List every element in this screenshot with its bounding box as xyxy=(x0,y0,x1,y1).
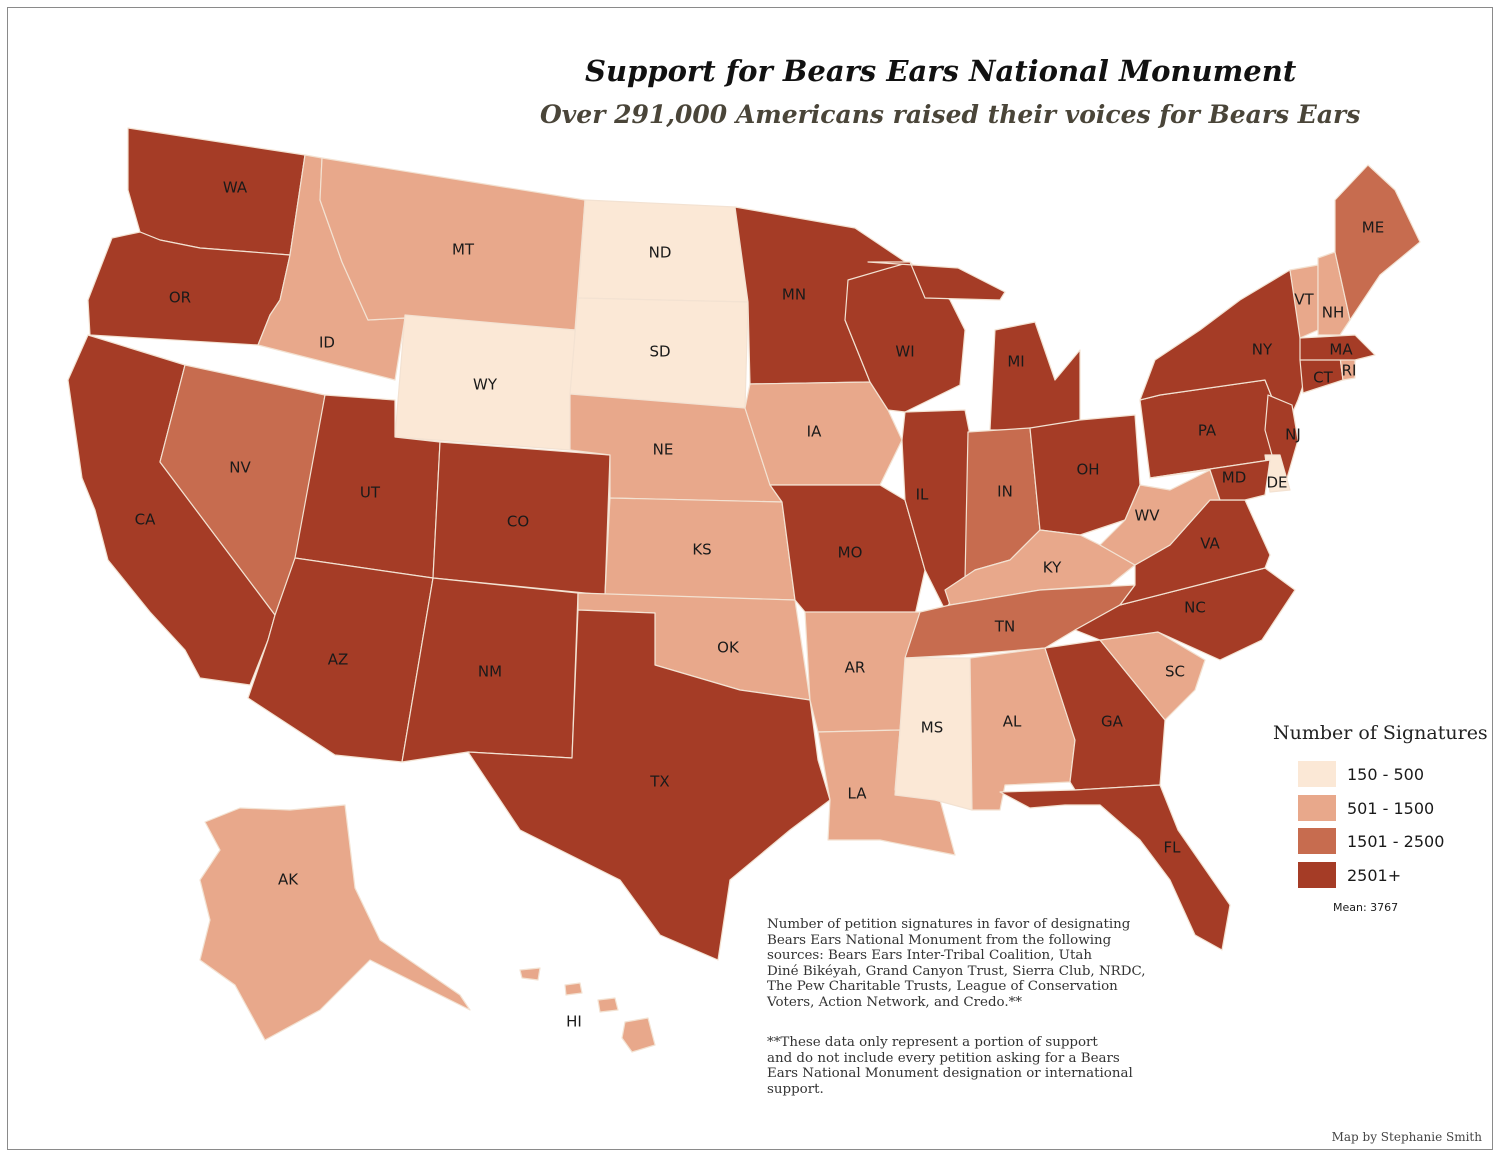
state-label-mo: MO xyxy=(838,544,863,562)
state-label-wv: WV xyxy=(1134,507,1160,525)
state-label-md: MD xyxy=(1222,469,1247,487)
map-credit: Map by Stephanie Smith xyxy=(1331,1130,1482,1144)
state-label-de: DE xyxy=(1266,474,1287,492)
state-label-ar: AR xyxy=(845,659,866,677)
state-label-sd: SD xyxy=(649,343,670,361)
map-title: Support for Bears Ears National Monument xyxy=(585,54,1297,88)
state-label-fl: FL xyxy=(1164,839,1182,857)
state-label-ca: CA xyxy=(135,511,156,529)
state-label-tn: TN xyxy=(994,618,1015,636)
disclaimer-note: **These data only represent a portion of… xyxy=(767,1035,1133,1097)
state-hi xyxy=(519,967,656,1053)
state-label-nd: ND xyxy=(649,244,672,262)
state-label-wa: WA xyxy=(223,179,248,197)
state-label-az: AZ xyxy=(328,651,349,669)
state-label-in: IN xyxy=(997,483,1013,501)
state-label-ri: RI xyxy=(1342,362,1357,380)
legend-swatch-0 xyxy=(1298,761,1336,787)
state-label-ut: UT xyxy=(360,484,381,502)
state-de xyxy=(1264,454,1291,493)
state-label-or: OR xyxy=(169,289,191,307)
state-label-nj: NJ xyxy=(1285,426,1301,444)
state-label-wy: WY xyxy=(473,376,498,394)
state-label-il: IL xyxy=(916,486,929,504)
state-label-al: AL xyxy=(1003,713,1022,731)
legend-item-3: 2501+ xyxy=(1298,862,1401,888)
legend-label-2: 1501 - 2500 xyxy=(1347,831,1445,851)
source-note: Number of petition signatures in favor o… xyxy=(767,917,1146,1010)
legend-label-1: 501 - 1500 xyxy=(1347,798,1435,818)
state-label-co: CO xyxy=(507,513,529,531)
state-ia xyxy=(744,381,903,486)
legend-title: Number of Signatures xyxy=(1273,722,1488,744)
state-md xyxy=(1149,459,1271,501)
state-ny xyxy=(1139,269,1306,431)
state-label-ky: KY xyxy=(1043,559,1062,577)
state-label-tx: TX xyxy=(649,773,669,791)
state-label-sc: SC xyxy=(1165,663,1185,681)
legend-swatch-3 xyxy=(1298,862,1336,888)
map-subtitle: Over 291,000 Americans raised their voic… xyxy=(540,100,1361,129)
state-label-mn: MN xyxy=(782,286,806,304)
state-fl xyxy=(999,784,1231,951)
state-label-va: VA xyxy=(1200,535,1220,553)
legend-label-0: 150 - 500 xyxy=(1347,764,1425,784)
state-label-nm: NM xyxy=(478,663,502,681)
state-tx xyxy=(467,609,831,961)
state-label-oh: OH xyxy=(1076,461,1099,479)
state-label-vt: VT xyxy=(1294,291,1314,309)
state-label-id: ID xyxy=(319,334,335,352)
state-wv xyxy=(1099,469,1221,566)
state-label-ct: CT xyxy=(1313,369,1333,387)
state-nh xyxy=(1317,251,1351,336)
state-label-nc: NC xyxy=(1184,599,1206,617)
state-ak xyxy=(199,804,471,1041)
state-ma xyxy=(1299,334,1376,361)
state-label-ga: GA xyxy=(1101,713,1124,731)
state-label-nh: NH xyxy=(1322,304,1345,322)
state-wa xyxy=(127,127,306,256)
legend-item-1: 501 - 1500 xyxy=(1298,795,1434,821)
legend-label-3: 2501+ xyxy=(1347,865,1402,885)
legend-item-2: 1501 - 2500 xyxy=(1298,828,1444,854)
state-label-hi: HI xyxy=(566,1013,582,1031)
state-me xyxy=(1334,164,1421,321)
state-label-ia: IA xyxy=(807,423,822,441)
state-label-ne: NE xyxy=(653,441,674,459)
state-label-ms: MS xyxy=(921,719,943,737)
state-label-ak: AK xyxy=(278,871,299,889)
legend-item-0: 150 - 500 xyxy=(1298,761,1424,787)
state-label-ok: OK xyxy=(717,639,740,657)
legend-mean: Mean: 3767 xyxy=(1333,901,1399,914)
state-label-ma: MA xyxy=(1329,341,1353,359)
state-label-wi: WI xyxy=(895,343,914,361)
state-nc xyxy=(1074,567,1296,661)
state-label-la: LA xyxy=(848,785,868,803)
legend-swatch-1 xyxy=(1298,795,1336,821)
state-label-ks: KS xyxy=(692,541,711,559)
state-label-mi: MI xyxy=(1007,353,1024,371)
state-label-nv: NV xyxy=(229,459,251,477)
state-label-ny: NY xyxy=(1252,341,1273,359)
state-label-me: ME xyxy=(1362,219,1384,237)
state-label-pa: PA xyxy=(1198,422,1217,440)
state-label-mt: MT xyxy=(452,241,475,259)
legend-swatch-2 xyxy=(1298,828,1336,854)
